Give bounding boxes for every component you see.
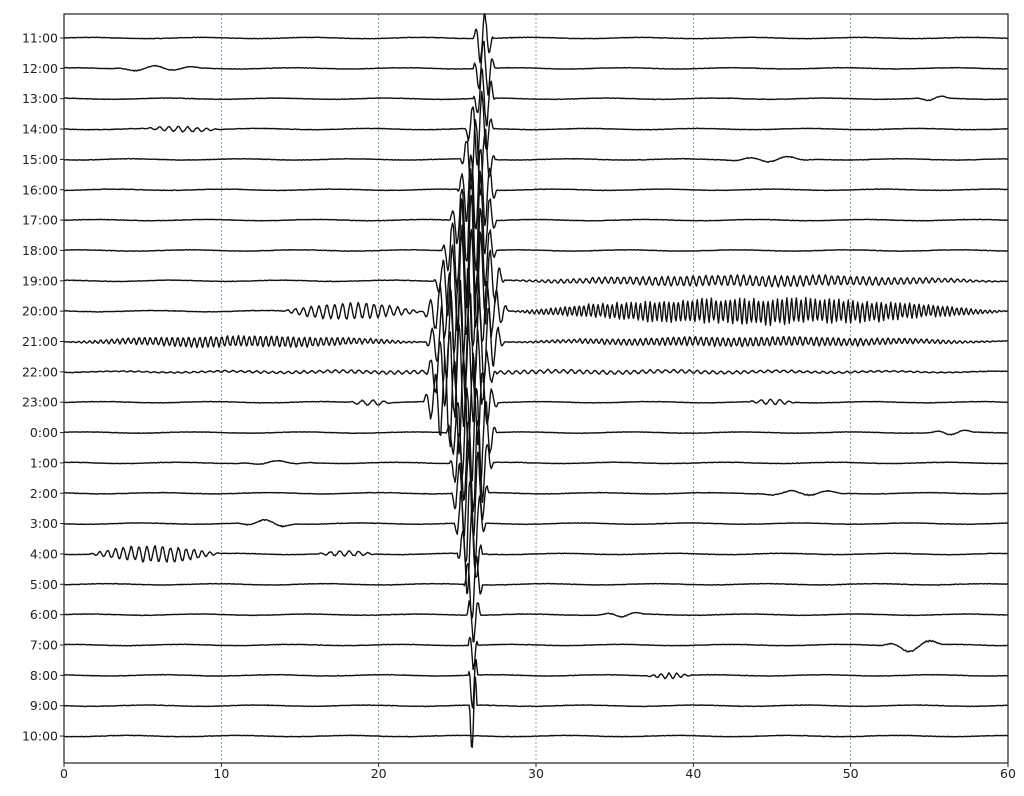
y-tick-label: 5:00	[30, 577, 58, 592]
trace-row-1-00	[63, 419, 1009, 513]
x-tick-label: 60	[1000, 766, 1016, 781]
trace-row-19-00	[63, 224, 1008, 335]
trace-row-4-00	[63, 508, 1009, 595]
trace-row-11-00	[63, 13, 1008, 64]
y-tick-label: 6:00	[30, 607, 58, 622]
y-tick-labels: 11:00 12:00 13:00 14:00 15:00 16:00 17:00 18:00…	[22, 31, 64, 744]
trace-row-15-00	[64, 119, 1008, 196]
trace-row-16-00	[63, 148, 1009, 230]
x-tick-label: 10	[213, 766, 229, 781]
trace-row-0-00	[63, 387, 1009, 483]
y-tick-label: 20:00	[22, 304, 58, 319]
trace-row-17-00	[63, 168, 1009, 272]
trace-row-3-00	[64, 480, 1009, 567]
y-tick-label: 23:00	[22, 395, 58, 410]
y-tick-label: 0:00	[30, 425, 58, 440]
y-tick-label: 9:00	[30, 698, 58, 713]
trace-row-20-00	[63, 267, 1009, 360]
y-tick-label: 19:00	[22, 273, 58, 288]
y-tick-label: 12:00	[22, 61, 58, 76]
trace-row-18-00	[63, 194, 1009, 309]
x-tick-labels: 0 10 20 30 40 50 60	[60, 763, 1016, 781]
trace-row-12-00	[63, 40, 1009, 96]
y-tick-label: 10:00	[22, 729, 58, 744]
y-tick-label: 13:00	[22, 91, 58, 106]
y-tick-label: 22:00	[22, 364, 58, 379]
trace-row-14-00	[63, 90, 1009, 166]
y-tick-label: 15:00	[22, 152, 58, 167]
traces	[63, 13, 1009, 748]
trace-row-7-00	[64, 636, 1009, 671]
y-tick-label: 21:00	[22, 334, 58, 349]
y-tick-label: 16:00	[22, 182, 58, 197]
trace-row-13-00	[63, 67, 1009, 127]
trace-row-6-00	[63, 600, 1009, 643]
grid-lines	[220, 14, 852, 763]
x-tick-label: 30	[528, 766, 544, 781]
y-tick-label: 14:00	[22, 122, 58, 137]
trace-row-23-00	[63, 352, 1009, 455]
x-tick-label: 20	[371, 766, 387, 781]
trace-row-10-00	[63, 734, 1009, 738]
x-tick-label: 0	[60, 766, 68, 781]
trace-row-9-00	[63, 676, 1009, 748]
y-tick-label: 1:00	[30, 455, 58, 470]
trace-row-21-00	[63, 279, 1009, 404]
y-tick-label: 18:00	[22, 243, 58, 258]
y-tick-label: 4:00	[30, 546, 58, 561]
y-tick-label: 11:00	[22, 31, 58, 46]
y-tick-label: 3:00	[30, 516, 58, 531]
trace-row-2-00	[63, 447, 1008, 539]
trace-row-22-00	[63, 315, 1009, 428]
y-tick-label: 8:00	[30, 668, 58, 683]
trace-row-8-00	[63, 659, 1009, 709]
x-tick-label: 40	[685, 766, 701, 781]
x-tick-label: 50	[843, 766, 859, 781]
plot-frame	[63, 13, 1009, 764]
y-tick-label: 17:00	[22, 213, 58, 228]
y-tick-label: 2:00	[30, 486, 58, 501]
trace-row-5-00	[63, 555, 1009, 619]
y-tick-label: 7:00	[30, 638, 58, 653]
